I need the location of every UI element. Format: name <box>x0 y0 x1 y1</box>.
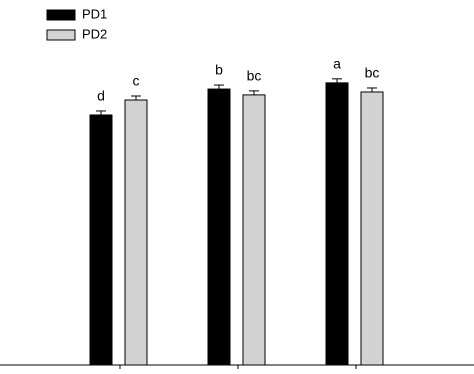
legend-label: PD2 <box>82 26 107 41</box>
bar-letter: bc <box>365 65 380 81</box>
bar-letter: bc <box>247 68 262 84</box>
bar <box>89 114 113 366</box>
bar <box>124 99 148 366</box>
bar <box>207 88 231 366</box>
legend-label: PD1 <box>82 6 107 21</box>
bar <box>325 82 349 366</box>
legend-swatch <box>46 9 76 21</box>
bar-letter: b <box>215 62 223 78</box>
bar <box>242 94 266 366</box>
bar-letter: a <box>333 56 341 72</box>
bar-letter: d <box>97 88 105 104</box>
legend-swatch <box>46 29 76 41</box>
bar-letter: c <box>133 73 140 89</box>
bar <box>360 91 384 366</box>
